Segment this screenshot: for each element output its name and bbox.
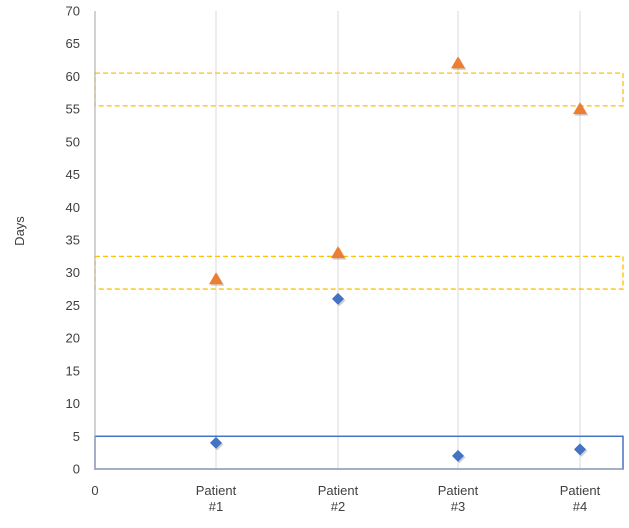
- marker-series-2-point-1: [209, 272, 223, 285]
- axis-layer: [94, 11, 623, 470]
- marker-series-1-point-1: [210, 436, 222, 449]
- highlight-band-2: [94, 255, 624, 290]
- marker-series-1-point-4: [574, 443, 586, 456]
- y-tick-label-30: 30: [66, 265, 80, 280]
- y-tick-label-25: 25: [66, 298, 80, 313]
- marker-series-2-point-2: [331, 246, 345, 259]
- x-category-label-4-line-1: Patient: [560, 483, 601, 498]
- x-origin-label: 0: [91, 483, 98, 498]
- highlight-band-1: [94, 435, 624, 470]
- y-tick-label-35: 35: [66, 233, 80, 248]
- y-tick-label-20: 20: [66, 331, 80, 346]
- x-category-label-1-line-1: Patient: [196, 483, 237, 498]
- marker-series-2-point-3: [451, 56, 465, 69]
- y-tick-label-70: 70: [66, 4, 80, 19]
- marker-series-2-point-4: [573, 102, 587, 115]
- marker-series-1-point-3: [452, 449, 464, 462]
- band-layer: [94, 72, 624, 470]
- x-category-label-2-line-2: #2: [331, 499, 345, 514]
- x-category-label-1-line-2: #1: [209, 499, 223, 514]
- grid-layer: [215, 11, 581, 469]
- y-tick-label-45: 45: [66, 167, 80, 182]
- y-tick-label-50: 50: [66, 134, 80, 149]
- x-category-label-3-line-2: #3: [451, 499, 465, 514]
- y-tick-label-10: 10: [66, 396, 80, 411]
- marker-layer: [209, 56, 589, 464]
- y-tick-label-15: 15: [66, 363, 80, 378]
- x-category-label-2-line-1: Patient: [318, 483, 359, 498]
- y-axis-title: Days: [12, 216, 27, 246]
- y-tick-label-65: 65: [66, 36, 80, 51]
- y-tick-label-60: 60: [66, 69, 80, 84]
- y-tick-label-55: 55: [66, 102, 80, 117]
- marker-series-1-point-2: [332, 292, 344, 305]
- y-tick-label-5: 5: [73, 429, 80, 444]
- y-tick-label-40: 40: [66, 200, 80, 215]
- highlight-band-3: [94, 72, 624, 107]
- x-category-label-4-line-2: #4: [573, 499, 587, 514]
- x-category-label-3-line-1: Patient: [438, 483, 479, 498]
- y-tick-label-0: 0: [73, 462, 80, 477]
